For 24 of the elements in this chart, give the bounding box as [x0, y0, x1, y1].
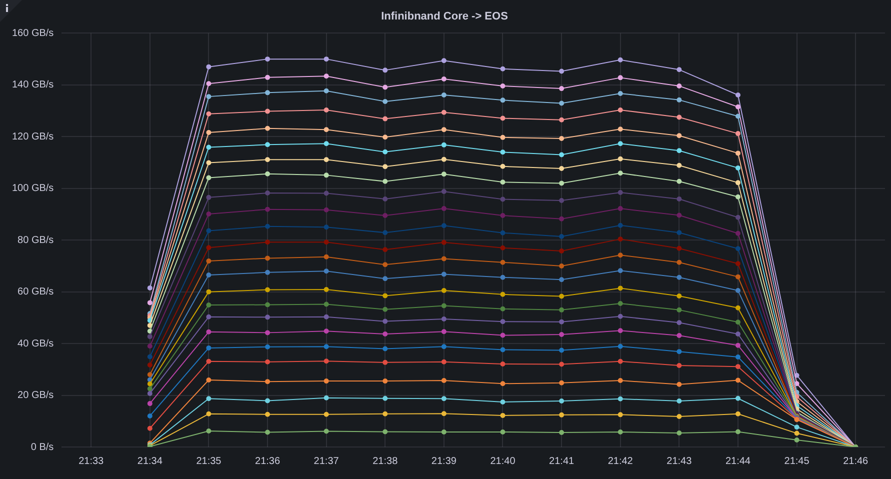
- y-tick-label: 40 GB/s: [18, 338, 54, 350]
- y-tick-label: 120 GB/s: [12, 131, 54, 142]
- x-tick-label: 21:34: [137, 456, 163, 467]
- x-tick-label: 21:37: [314, 456, 340, 467]
- x-tick-label: 21:39: [431, 456, 457, 467]
- y-tick-label: 160 GB/s: [12, 28, 54, 39]
- y-tick-label: 140 GB/s: [12, 80, 54, 91]
- y-tick-label: 0 B/s: [30, 442, 54, 453]
- y-tick-label: 80 GB/s: [18, 234, 54, 246]
- x-tick-label: 21:35: [196, 456, 222, 467]
- y-tick-label: 60 GB/s: [18, 286, 54, 298]
- x-tick-label: 21:43: [666, 456, 692, 467]
- chart-title: Infinibnand Core -> EOS: [381, 10, 508, 23]
- x-tick-label: 21:42: [608, 456, 634, 467]
- x-tick-label: 21:45: [784, 456, 810, 467]
- y-tick-label: 20 GB/s: [18, 390, 54, 402]
- y-tick-label: 100 GB/s: [12, 183, 54, 194]
- x-tick-label: 21:33: [78, 456, 104, 467]
- x-tick-label: 21:46: [843, 456, 869, 467]
- x-tick-label: 21:41: [549, 456, 575, 467]
- x-tick-label: 21:36: [255, 456, 280, 467]
- x-tick-label: 21:40: [490, 456, 516, 467]
- x-tick-label: 21:38: [372, 456, 398, 467]
- x-tick-label: 21:44: [725, 456, 751, 467]
